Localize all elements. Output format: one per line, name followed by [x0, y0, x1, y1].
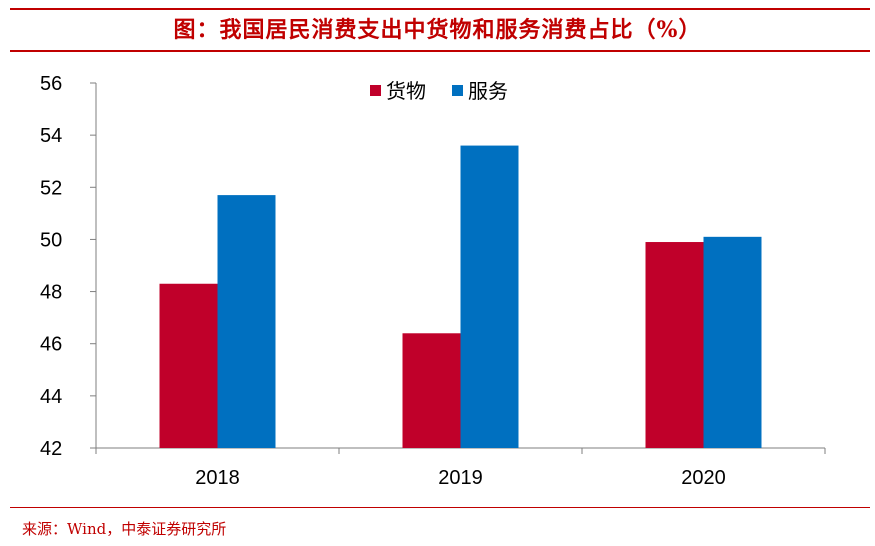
- y-tick-label: 56: [40, 73, 62, 95]
- bar-goods: [645, 242, 704, 448]
- legend-swatch-services: [452, 85, 463, 96]
- y-tick-label: 46: [40, 334, 62, 356]
- bar-goods: [159, 283, 218, 448]
- title-bottom-rule: [10, 50, 870, 52]
- title-top-rule: [10, 8, 870, 10]
- legend-swatch-goods: [370, 85, 381, 96]
- bar-services: [460, 145, 519, 449]
- y-tick-label: 42: [40, 438, 62, 460]
- y-tick-label: 44: [40, 386, 62, 408]
- y-tick-label: 50: [40, 229, 62, 251]
- x-tick-label: 2018: [195, 467, 240, 489]
- footer-rule: [10, 507, 870, 508]
- bar-chart: 42 44 46 48 50 52 54 56 2018 2019 2020 货物 服务: [40, 73, 826, 489]
- page-title: 图：我国居民消费支出中货物和服务消费占比（%）: [173, 17, 702, 43]
- y-axis: 42 44 46 48 50 52 54 56: [40, 73, 97, 460]
- y-tick-label: 52: [40, 177, 62, 199]
- bar-goods: [402, 333, 461, 448]
- legend-label-goods: 货物: [386, 79, 426, 103]
- y-tick-label: 48: [40, 282, 62, 304]
- bars: [159, 145, 762, 449]
- x-axis: 2018 2019 2020: [95, 447, 826, 489]
- legend: 货物 服务: [370, 79, 508, 103]
- source-note: 来源：Wind，中泰证券研究所: [22, 520, 227, 538]
- x-tick-label: 2019: [438, 467, 483, 489]
- legend-label-services: 服务: [468, 79, 508, 103]
- bar-services: [703, 236, 762, 448]
- y-tick-label: 54: [40, 125, 62, 147]
- x-tick-label: 2020: [681, 467, 726, 489]
- bar-services: [217, 195, 276, 448]
